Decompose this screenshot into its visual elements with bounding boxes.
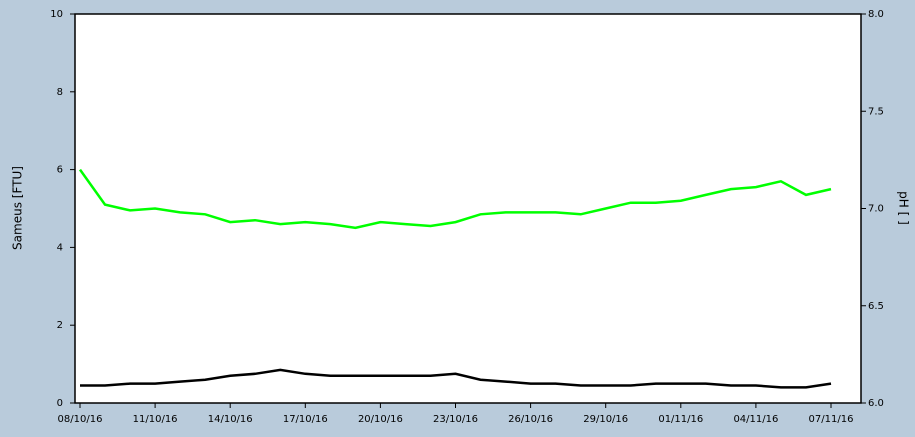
y-tick-label: 6	[57, 165, 63, 176]
y-tick-label: 8	[57, 87, 63, 98]
data-line	[78, 168, 832, 230]
y-axis-title: Sameus [FTU]	[11, 166, 25, 250]
plot-area	[74, 13, 862, 404]
y2-tick-label: 7.5	[868, 106, 884, 117]
x-tick-label: 23/10/16	[433, 414, 478, 425]
x-tick-label: 07/11/16	[809, 414, 854, 425]
y2-axis-title: pH [ ]	[897, 191, 911, 225]
y-tick-label: 10	[50, 9, 63, 20]
y2-tick-label: 7.0	[868, 204, 884, 215]
y-tick-label: 0	[57, 398, 63, 409]
y2-tick-label: 6.0	[868, 398, 884, 409]
x-tick-label: 29/10/16	[583, 414, 628, 425]
x-tick-label: 17/10/16	[283, 414, 328, 425]
y2-tick-label: 6.5	[868, 301, 884, 312]
y-tick-label: 4	[57, 242, 63, 253]
x-tick-label: 14/10/16	[208, 414, 253, 425]
x-tick-label: 04/11/16	[733, 414, 778, 425]
y-tick-label: 2	[57, 320, 63, 331]
data-line	[80, 368, 832, 389]
x-tick-label: 20/10/16	[358, 414, 403, 425]
x-tick-label: 26/10/16	[508, 414, 553, 425]
x-tick-label: 01/11/16	[658, 414, 703, 425]
x-tick-label: 08/10/16	[58, 414, 103, 425]
y2-tick-label: 8.0	[868, 9, 884, 20]
x-tick-label: 11/10/16	[133, 414, 178, 425]
